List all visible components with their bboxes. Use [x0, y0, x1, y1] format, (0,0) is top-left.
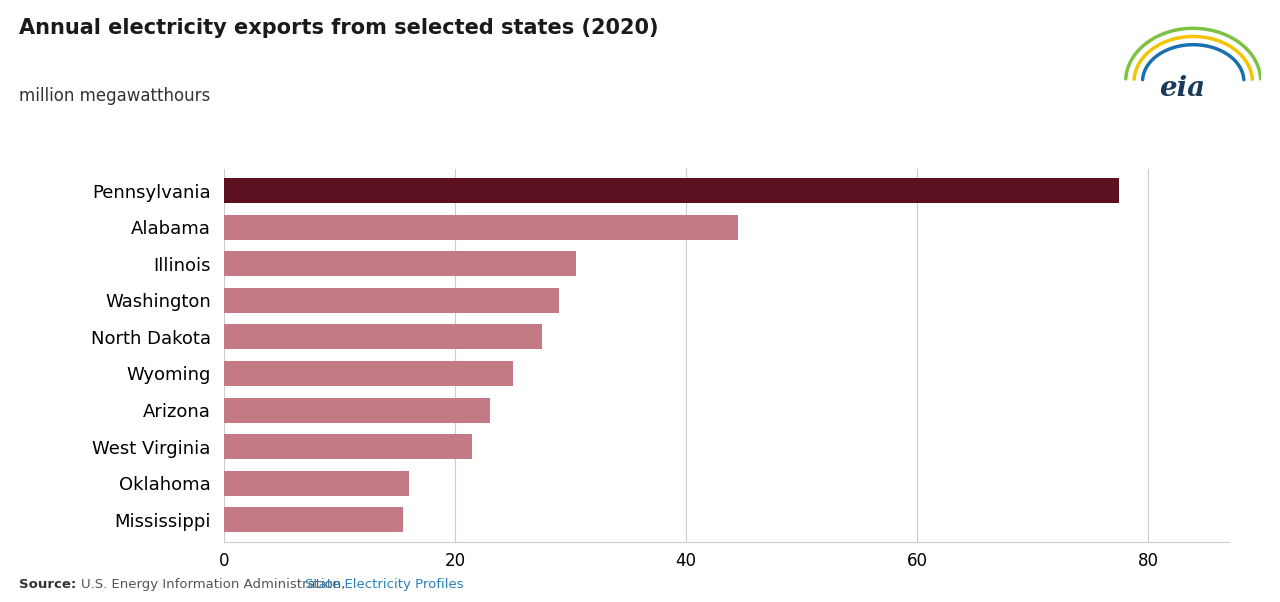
Bar [224, 507, 403, 532]
Text: million megawatthours: million megawatthours [19, 87, 210, 105]
Bar [224, 178, 1119, 203]
Bar [224, 251, 576, 276]
Text: Annual electricity exports from selected states (2020): Annual electricity exports from selected… [19, 18, 659, 38]
Bar [224, 361, 513, 386]
Bar [224, 324, 541, 349]
Bar [224, 215, 739, 240]
Bar [224, 288, 559, 312]
Bar [224, 471, 408, 495]
Text: Source:: Source: [19, 578, 77, 591]
Bar [224, 398, 490, 423]
Text: U.S. Energy Information Administration,: U.S. Energy Information Administration, [81, 578, 349, 591]
Text: eia: eia [1160, 75, 1206, 102]
Bar [224, 434, 472, 459]
Text: State Electricity Profiles: State Electricity Profiles [305, 578, 463, 591]
